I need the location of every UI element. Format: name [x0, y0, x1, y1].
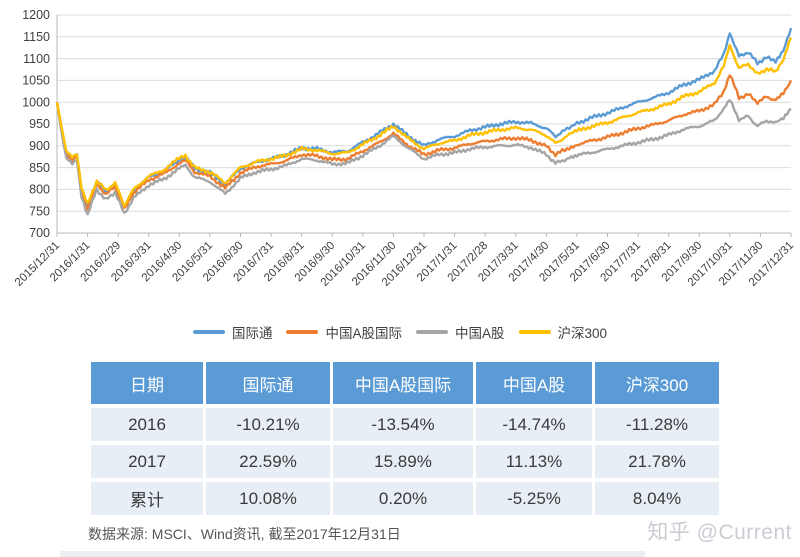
table-row-cumulative: 累计 10.08% 0.20% -5.25% 8.04%	[91, 482, 719, 515]
table-cell: -10.21%	[206, 408, 330, 441]
performance-table: 日期 国际通 中国A股国际 中国A股 沪深300 2016 -10.21% -1…	[88, 358, 722, 519]
chart-legend: 国际通 中国A股国际 中国A股 沪深300	[0, 322, 800, 342]
data-source-note: 数据来源: MSCI、Wind资讯, 截至2017年12月31日	[88, 526, 401, 542]
table-cell: 21.78%	[595, 445, 719, 478]
col-header-date: 日期	[91, 362, 203, 404]
table-cell: 22.59%	[206, 445, 330, 478]
zhihu-watermark: 知乎 @Current	[647, 521, 792, 544]
legend-label: 国际通	[231, 326, 273, 341]
table-cell: 15.89%	[333, 445, 473, 478]
legend-line-swatch	[192, 330, 225, 334]
table-cell: 10.08%	[206, 482, 330, 515]
table-cell: -5.25%	[476, 482, 592, 515]
legend-item: 中国A股	[415, 322, 505, 342]
y-axis-label: 900	[29, 139, 50, 153]
table-cell: 8.04%	[595, 482, 719, 515]
chart-canvas: 7007508008509009501000105011001150120020…	[13, 8, 796, 289]
series-line-0	[55, 27, 793, 208]
legend-label: 中国A股	[454, 326, 505, 341]
table-cell: -11.28%	[595, 408, 719, 441]
legend-item: 中国A股国际	[286, 322, 402, 342]
y-axis-label: 1200	[22, 8, 50, 22]
legend-item: 沪深300	[518, 322, 608, 342]
table-header-row: 日期 国际通 中国A股国际 中国A股 沪深300	[91, 362, 719, 404]
y-axis-label: 850	[29, 161, 50, 175]
y-axis-label: 950	[29, 117, 50, 131]
y-axis-label: 700	[29, 226, 50, 240]
col-header-china-a: 中国A股	[476, 362, 592, 404]
table-cell: -14.74%	[476, 408, 592, 441]
y-axis-label: 800	[29, 183, 50, 197]
table-row-2016: 2016 -10.21% -13.54% -14.74% -11.28%	[91, 408, 719, 441]
y-axis-label: 1000	[22, 95, 50, 109]
row-label: 2016	[91, 408, 203, 441]
row-label: 累计	[91, 482, 203, 515]
col-header-guojitong: 国际通	[206, 362, 330, 404]
legend-item: 国际通	[192, 322, 273, 342]
y-axis-label: 750	[29, 204, 50, 218]
legend-line-swatch	[415, 330, 448, 334]
y-axis-label: 1100	[23, 52, 50, 66]
performance-line-chart: 700 750 800 850 900 950 1000 1050 1100 1150 1200 20…	[13, 8, 796, 289]
y-axis-label: 1050	[22, 74, 50, 88]
series-line-2	[55, 99, 792, 216]
col-header-hs300: 沪深300	[595, 362, 719, 404]
series-line-3	[55, 37, 793, 208]
table-cell: 0.20%	[333, 482, 473, 515]
row-label: 2017	[91, 445, 203, 478]
cropped-next-element	[60, 551, 645, 557]
legend-line-swatch	[518, 330, 551, 334]
table-cell: 11.13%	[476, 445, 592, 478]
series-line-1	[55, 74, 793, 211]
legend-label: 中国A股国际	[325, 326, 402, 341]
legend-line-swatch	[286, 330, 319, 334]
legend-label: 沪深300	[557, 326, 608, 341]
col-header-china-a-international: 中国A股国际	[333, 362, 473, 404]
y-axis-label: 1150	[23, 30, 50, 44]
table-row-2017: 2017 22.59% 15.89% 11.13% 21.78%	[91, 445, 719, 478]
table-cell: -13.54%	[333, 408, 473, 441]
